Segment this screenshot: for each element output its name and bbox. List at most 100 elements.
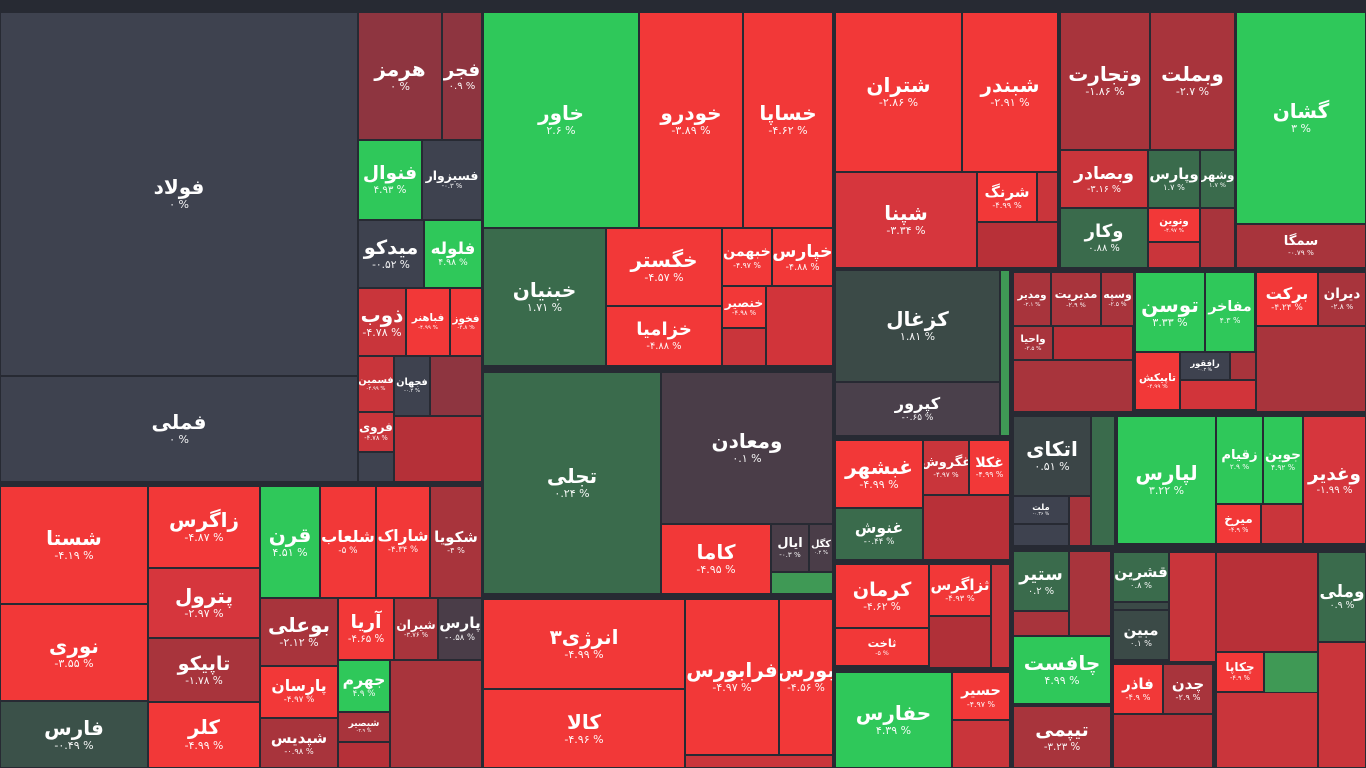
tile[interactable]: ثاخت -۵ % (835, 628, 929, 666)
tile[interactable]: فولاد ۰ % (0, 12, 358, 376)
tile[interactable]: حسیر -۴.۹۷ % (952, 672, 1010, 720)
tile[interactable]: شپنا -۳.۳۴ % (835, 172, 977, 268)
tile[interactable]: مفاخر ۴.۳ % (1205, 272, 1255, 352)
tile[interactable]: گشان ۳ % (1236, 12, 1366, 224)
tile[interactable]: شیران -۳.۷۶ % (394, 598, 438, 660)
tile[interactable]: ومدیر -۲.۱ % (1013, 272, 1051, 326)
tile[interactable]: پارسان -۴.۹۷ % (260, 666, 338, 718)
tile[interactable]: فملی ۰ % (0, 376, 358, 482)
tile[interactable]: پترول -۲.۹۷ % (148, 568, 260, 638)
tile[interactable]: خگستر -۴.۵۷ % (606, 228, 722, 306)
tile[interactable]: فجر ۰.۹ % (442, 12, 482, 140)
tile[interactable]: سمگا -۰.۷۹ % (1236, 224, 1366, 268)
tile[interactable]: چکاپا -۴.۹ % (1216, 652, 1264, 692)
tile[interactable]: پارس -۰.۵۸ % (438, 598, 482, 660)
tile[interactable]: شستا -۴.۱۹ % (0, 486, 148, 604)
tile[interactable]: کپرور -۰.۶۵ % (835, 382, 1000, 436)
tile[interactable]: مدیریت -۲.۹ % (1051, 272, 1101, 326)
tile[interactable]: کرمان -۴.۶۲ % (835, 564, 929, 628)
tile[interactable]: نوری -۳.۵۵ % (0, 604, 148, 701)
tile[interactable]: خزامیا -۴.۸۸ % (606, 306, 722, 366)
tile[interactable]: شلعاب -۵ % (320, 486, 376, 598)
tile[interactable]: کزغال ۱.۸۱ % (835, 270, 1000, 382)
tile[interactable]: ستیر ۰.۲ % (1013, 551, 1069, 611)
tile[interactable]: ذوب -۴.۷۸ % (358, 288, 406, 356)
tile[interactable]: کالا -۴.۹۶ % (483, 689, 685, 768)
tile[interactable]: کگل ۰.۲ % (809, 524, 833, 572)
tile[interactable]: کلر -۴.۹۹ % (148, 702, 260, 768)
tile[interactable]: وشهر ۱.۷ % (1200, 150, 1235, 208)
tile[interactable]: فاذر -۴.۹ % (1113, 664, 1163, 714)
tile[interactable]: مبین ۰.۱ % (1113, 610, 1169, 660)
tile[interactable]: ایال -۰.۳ % (771, 524, 809, 572)
tile[interactable]: وملی ۰.۹ % (1318, 552, 1366, 642)
tile[interactable]: فروی -۴.۷۸ % (358, 412, 394, 452)
tile[interactable]: فنوال ۴.۹۳ % (358, 140, 422, 220)
tile[interactable]: خبهمن -۴.۹۷ % (722, 228, 772, 286)
tile[interactable]: زاگرس -۴.۸۷ % (148, 486, 260, 568)
tile[interactable]: فسمین -۴.۹۹ % (358, 356, 394, 412)
tile[interactable]: شاراک -۴.۳۴ % (376, 486, 430, 598)
tile[interactable]: وکار ۰.۸۸ % (1060, 208, 1148, 268)
tile[interactable]: قشرین ۰.۸ % (1113, 552, 1169, 602)
tile[interactable]: وپارس ۱.۷ % (1148, 150, 1200, 208)
tile[interactable]: تاپیکو -۱.۷۸ % (148, 638, 260, 702)
tile[interactable]: قرن ۴.۵۱ % (260, 486, 320, 598)
tile[interactable]: خنصیر -۴.۹۸ % (722, 286, 766, 328)
tile[interactable]: رافقور -۰.۳ % (1180, 352, 1230, 380)
tile[interactable]: خودرو -۳.۸۹ % (639, 12, 743, 228)
tile[interactable]: خپارس -۴.۸۸ % (772, 228, 833, 286)
tile[interactable]: فباهنر -۴.۹۹ % (406, 288, 450, 356)
tile[interactable]: فلوله ۴.۹۸ % (424, 220, 482, 288)
tile[interactable]: شپدیس -۰.۹۸ % (260, 718, 338, 768)
tile[interactable]: جوین ۴.۹۲ % (1263, 416, 1303, 504)
tile[interactable]: بورس -۴.۵۶ % (779, 599, 833, 755)
tile[interactable]: تجلی ۰.۲۴ % (483, 372, 661, 594)
tile[interactable]: غکلا -۴.۹۹ % (969, 440, 1010, 495)
tile[interactable]: شتران -۲.۸۶ % (835, 12, 962, 172)
tile[interactable]: فخوز -۴.۸ % (450, 288, 482, 356)
tile[interactable]: تاپیکش -۴.۹۹ % (1135, 352, 1180, 410)
tile[interactable]: خساپا -۴.۶۲ % (743, 12, 833, 228)
tile[interactable]: لپارس ۳.۲۲ % (1117, 416, 1216, 544)
tile[interactable]: زقیام ۲.۹ % (1216, 416, 1263, 504)
tile[interactable]: دیران -۲.۸ % (1318, 272, 1366, 326)
tile[interactable]: خبنیان ۱.۷۱ % (483, 228, 606, 366)
tile[interactable]: شبندر -۲.۹۱ % (962, 12, 1058, 172)
tile[interactable]: برکت -۴.۲۴ % (1256, 272, 1318, 326)
tile[interactable]: وبملت -۲.۷ % (1150, 12, 1235, 150)
tile[interactable]: فرابورس -۴.۹۷ % (685, 599, 779, 755)
tile[interactable]: خاور ۲.۶ % (483, 12, 639, 228)
tile[interactable]: غبشهر -۴.۹۹ % (835, 440, 923, 508)
tile[interactable]: هرمز ۰ % (358, 12, 442, 140)
tile[interactable]: وتجارت -۱.۸۶ % (1060, 12, 1150, 150)
tile[interactable]: اتکای ۰.۵۱ % (1013, 416, 1091, 496)
tile[interactable]: حفارس ۴.۳۹ % (835, 672, 952, 768)
tile[interactable]: ونوین -۴.۹۷ % (1148, 208, 1200, 242)
tile[interactable]: چافست ۴.۹۹ % (1013, 636, 1111, 704)
tile[interactable]: شبصیر -۴.۹ % (338, 712, 390, 742)
tile[interactable]: آریا -۴.۶۵ % (338, 598, 394, 660)
tile[interactable]: واحیا -۳.۵ % (1013, 326, 1053, 360)
tile[interactable]: توسن ۳.۳۳ % (1135, 272, 1205, 352)
tile[interactable]: فجهان -۰.۲ % (394, 356, 430, 416)
tile[interactable]: کاما -۴.۹۵ % (661, 524, 771, 594)
tile[interactable]: میرخ -۴.۹ % (1216, 504, 1261, 544)
tile[interactable]: وسپه -۲.۵ % (1101, 272, 1134, 326)
tile[interactable]: ثزاگرس -۴.۹۳ % (929, 564, 991, 616)
tile[interactable]: میدکو -۰.۵۲ % (358, 220, 424, 288)
tile[interactable]: چدن -۲.۹ % (1163, 664, 1213, 714)
tile[interactable]: فسبزوار -۰.۳ % (422, 140, 482, 220)
tile[interactable]: تیپمی -۳.۲۳ % (1013, 706, 1111, 768)
tile[interactable]: وغدیر -۱.۹۹ % (1303, 416, 1366, 544)
tile[interactable]: وبصادر -۳.۱۶ % (1060, 150, 1148, 208)
tile[interactable]: غگروش -۴.۹۷ % (923, 440, 969, 495)
tile[interactable]: جهرم ۴.۹ % (338, 660, 390, 712)
tile[interactable]: بوعلی -۲.۱۲ % (260, 598, 338, 666)
tile[interactable]: ومعادن ۰.۱ % (661, 372, 833, 524)
tile[interactable]: شرنگ -۴.۹۹ % (977, 172, 1037, 222)
tile[interactable]: ملت -۰.۳۶ % (1013, 496, 1069, 524)
tile[interactable]: شکویا -۴ % (430, 486, 482, 598)
tile[interactable]: فارس -۰.۴۹ % (0, 701, 148, 768)
tile[interactable]: غنوش -۰.۴۴ % (835, 508, 923, 560)
